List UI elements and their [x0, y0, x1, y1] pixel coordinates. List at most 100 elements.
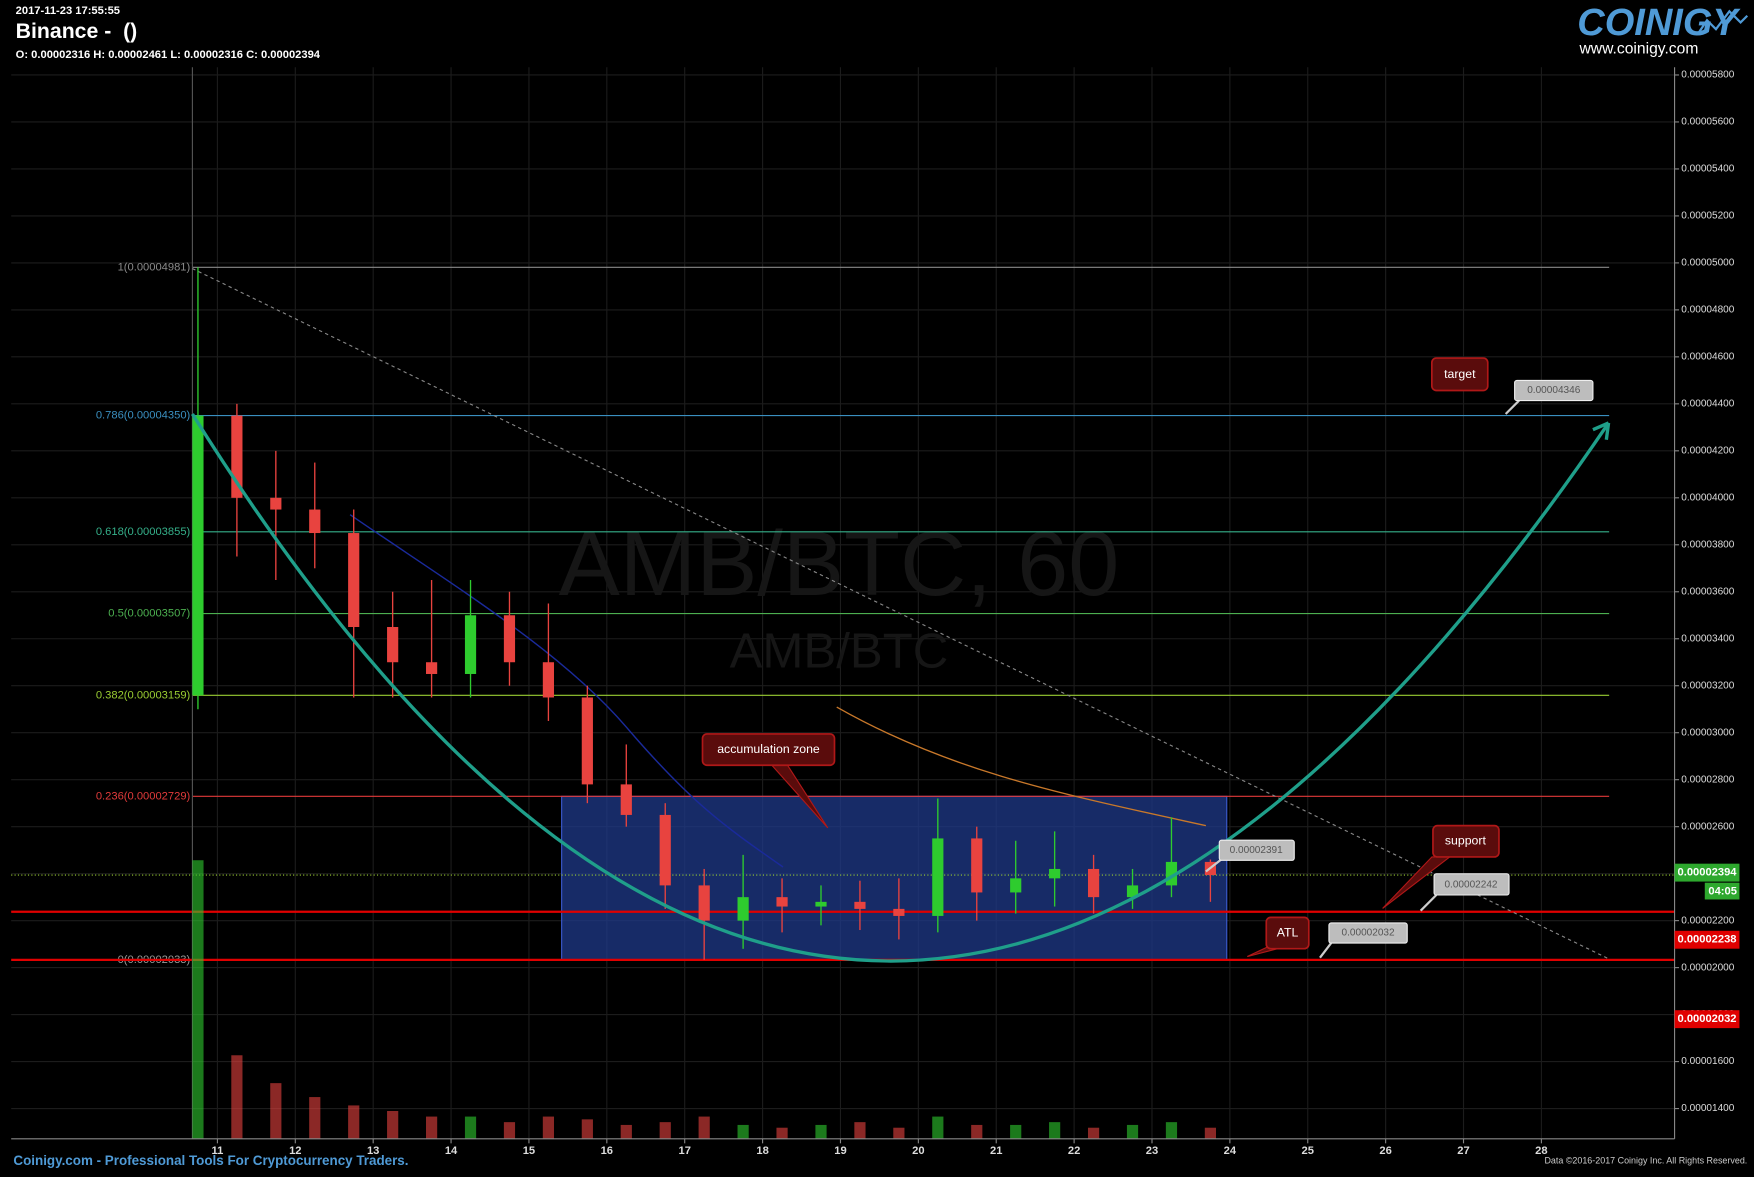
- candle-body: [737, 897, 749, 921]
- candle-body: [425, 662, 438, 674]
- y-tick-label: 0.00001600: [1681, 1056, 1734, 1067]
- logo: COINIGY: [1577, 2, 1741, 44]
- volume-bar: [659, 1122, 671, 1139]
- volume-bar: [348, 1105, 360, 1139]
- candle-body: [1010, 878, 1022, 893]
- candle-body: [192, 415, 204, 696]
- fib-label: 0.382(0.00003159): [96, 689, 191, 701]
- callout-box: [1432, 824, 1500, 858]
- volume-bar: [387, 1110, 399, 1139]
- candle-body: [503, 615, 516, 663]
- candle-body: [776, 897, 788, 907]
- callout-text: target: [1444, 367, 1476, 381]
- volume-bar: [503, 1122, 516, 1139]
- badge: [1674, 863, 1740, 882]
- badge-text: 0.00002394: [1678, 867, 1738, 879]
- under-layer: 1(0.00004981) 0.786(0.00004350) 0.618(0.00…: [11, 261, 1675, 966]
- x-tick-label: 27: [1457, 1145, 1469, 1157]
- candle-body: [1087, 868, 1100, 898]
- volume-bar: [464, 1116, 477, 1139]
- y-tick-label: 0.00003800: [1681, 539, 1734, 550]
- volume-bar: [1165, 1122, 1178, 1139]
- x-tick-label: 24: [1224, 1145, 1237, 1157]
- trend-line: [192, 268, 1609, 960]
- callout: support: [1382, 824, 1500, 909]
- volume-bar: [1049, 1122, 1061, 1139]
- zone: [561, 795, 1228, 961]
- tag-pointer: [1419, 894, 1438, 912]
- callout: accumulation zone: [701, 733, 836, 829]
- candle-body: [815, 901, 827, 907]
- candle-body: [542, 662, 555, 698]
- price-tag: 0.00002242: [1419, 873, 1510, 912]
- fib-label: 0.236(0.00002729): [96, 790, 191, 802]
- tag-box: [1218, 839, 1295, 861]
- x-tick-label: 21: [990, 1145, 1002, 1157]
- datetime: 2017-11-23 17:55:55: [16, 5, 120, 17]
- volume-bar: [932, 1116, 944, 1139]
- y-tick-label: 0.00003000: [1681, 727, 1734, 738]
- y-tick-label: 0.00004000: [1681, 492, 1734, 503]
- moving-average: [836, 706, 1207, 827]
- volume-bar: [542, 1116, 555, 1139]
- tag-text: 0.00002032: [1342, 928, 1395, 939]
- volume-bar: [776, 1127, 788, 1139]
- y-tick-label: 0.00002000: [1681, 962, 1734, 973]
- badge: [1674, 1010, 1740, 1029]
- y-tick-label: 0.00002800: [1681, 774, 1734, 785]
- callout-box: [1430, 357, 1489, 392]
- badge: [1704, 882, 1740, 900]
- x-tick-label: 25: [1302, 1145, 1314, 1157]
- volume-bar: [1204, 1127, 1216, 1139]
- y-tick-label: 0.00004600: [1681, 352, 1734, 363]
- callout-box: [1265, 916, 1310, 950]
- volume-bar: [1087, 1127, 1100, 1139]
- x-tick-label: 12: [289, 1145, 301, 1157]
- volume-bar: [309, 1097, 321, 1139]
- candle-body: [1049, 868, 1061, 879]
- x-tick-label: 26: [1379, 1145, 1391, 1157]
- footer-left: Coinigy.com - Professional Tools For Cry…: [13, 1153, 408, 1168]
- y-tick-label: 0.00005800: [1681, 70, 1734, 81]
- x-tick-label: 13: [367, 1145, 379, 1157]
- moving-average: [349, 514, 784, 868]
- tag-pointer: [1319, 942, 1333, 959]
- logo-url: www.coinigy.com: [1578, 40, 1698, 57]
- price-tag: 0.00002391: [1205, 839, 1295, 873]
- candle-body: [659, 814, 671, 886]
- x-tick-label: 15: [523, 1145, 535, 1157]
- candle-body: [309, 509, 321, 534]
- volume-bar: [1126, 1124, 1139, 1139]
- tag-box: [1514, 379, 1594, 402]
- volume-bar: [192, 860, 204, 1139]
- callout: ATL: [1247, 916, 1310, 958]
- cup-curve: [190, 413, 1610, 963]
- badge: [1674, 930, 1740, 949]
- candle-body: [971, 838, 983, 893]
- volume-bar: [1010, 1124, 1022, 1139]
- candle-body: [464, 615, 477, 674]
- fib-label: 1(0.00004981): [118, 261, 191, 273]
- arrow-head: [1592, 421, 1611, 440]
- badge-text: 04:05: [1708, 886, 1737, 898]
- volume-bar: [893, 1127, 905, 1139]
- volume-bar: [737, 1124, 749, 1139]
- volume-bar: [425, 1116, 438, 1139]
- volume-bar: [270, 1083, 282, 1139]
- volume-bar: [231, 1055, 243, 1139]
- candle-body: [581, 697, 593, 785]
- y-tick-label: 0.00004400: [1681, 398, 1734, 409]
- ohlc: O: 0.00002316 H: 0.00002461 L: 0.0000231…: [16, 49, 321, 61]
- x-tick-label: 19: [834, 1145, 846, 1157]
- candle-body: [231, 415, 243, 498]
- x-tick-label: 14: [445, 1145, 458, 1157]
- y-tick-label: 0.00003400: [1681, 633, 1734, 644]
- tag-box: [1433, 873, 1510, 896]
- volume-bar: [971, 1124, 983, 1139]
- fib-label: 0.618(0.00003855): [96, 526, 191, 538]
- volume-bar: [698, 1116, 710, 1139]
- callout-text: support: [1445, 834, 1487, 848]
